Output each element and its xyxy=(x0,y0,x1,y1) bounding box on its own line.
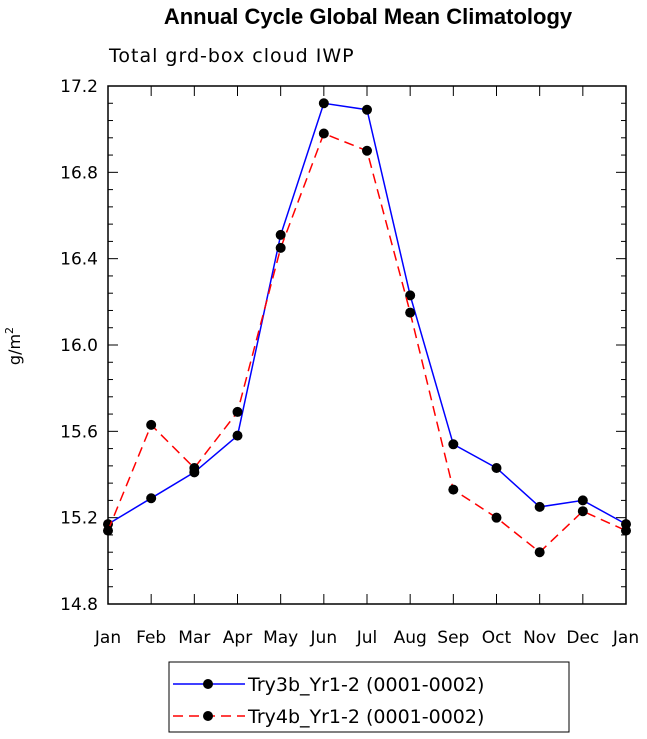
data-point xyxy=(362,104,372,115)
x-tick-label: Jan xyxy=(612,628,639,648)
legend-item-2: Try4b_Yr1-2 (0001-0002) xyxy=(173,706,484,728)
data-point xyxy=(189,463,200,474)
data-point xyxy=(318,128,329,139)
data-point xyxy=(491,512,502,523)
x-tick-label: Jun xyxy=(310,628,338,648)
y-tick-label: 17.2 xyxy=(60,77,98,97)
data-point xyxy=(232,406,243,417)
legend-marker xyxy=(203,679,213,689)
data-point xyxy=(448,439,459,450)
data-point xyxy=(275,229,286,240)
y-axis-label-base: g/m xyxy=(5,334,24,365)
legend-frame xyxy=(168,661,570,733)
y-tick-label: 16.0 xyxy=(60,336,98,356)
series-line xyxy=(107,102,627,525)
y-axis-label-exponent: 2 xyxy=(3,327,16,334)
series-1 xyxy=(103,98,631,530)
data-point xyxy=(318,98,329,109)
series-line xyxy=(107,132,627,554)
y-tick-label: 15.2 xyxy=(60,509,98,529)
legend-label: Try4b_Yr1-2 (0001-0002) xyxy=(247,706,484,728)
x-tick-label: May xyxy=(263,628,298,648)
svg-text:g/m2: g/m2 xyxy=(3,327,24,365)
x-tick-label: Apr xyxy=(223,628,252,648)
data-point xyxy=(534,547,545,558)
data-point xyxy=(534,501,545,512)
legend-marker xyxy=(203,711,213,721)
y-tick-label: 14.8 xyxy=(60,595,98,615)
data-point xyxy=(146,419,157,430)
x-tick-label: Sep xyxy=(437,628,469,648)
tick-labels: 14.8 15.2 15.6 16.0 16.4 16.8 17.2 Jan Feb Mar Apr… xyxy=(60,77,639,648)
plot-frame xyxy=(107,85,627,605)
x-tick-label: Oct xyxy=(482,628,512,648)
chart-subtitle: Total grd-box cloud IWP xyxy=(108,45,355,67)
data-point xyxy=(362,145,372,156)
chart-title: Annual Cycle Global Mean Climatology xyxy=(164,4,573,29)
x-tick-label: Aug xyxy=(394,628,427,648)
data-point xyxy=(232,430,243,441)
data-point xyxy=(275,242,286,253)
data-point xyxy=(146,493,157,504)
legend-item-1: Try3b_Yr1-2 (0001-0002) xyxy=(173,674,484,696)
x-tick-label: Dec xyxy=(566,628,599,648)
tick-marks xyxy=(107,85,627,605)
data-point xyxy=(448,484,459,495)
x-tick-label: Mar xyxy=(178,628,210,648)
data-point xyxy=(577,506,588,517)
y-axis-label: g/m2 xyxy=(3,327,24,365)
y-tick-label: 15.6 xyxy=(60,422,98,442)
series-2 xyxy=(103,128,631,558)
data-point xyxy=(577,495,588,506)
data-point xyxy=(491,463,502,474)
legend: Try3b_Yr1-2 (0001-0002) Try4b_Yr1-2 (0001… xyxy=(168,661,570,733)
x-tick-label: Jan xyxy=(94,628,121,648)
x-tick-label: Jul xyxy=(356,628,378,648)
x-tick-label: Nov xyxy=(523,628,556,648)
data-point xyxy=(405,307,416,318)
series-layer xyxy=(103,98,631,558)
x-tick-label: Feb xyxy=(136,628,166,648)
legend-label: Try3b_Yr1-2 (0001-0002) xyxy=(247,674,484,696)
y-tick-label: 16.8 xyxy=(60,163,98,183)
y-tick-label: 16.4 xyxy=(60,250,98,270)
data-point xyxy=(405,290,416,301)
